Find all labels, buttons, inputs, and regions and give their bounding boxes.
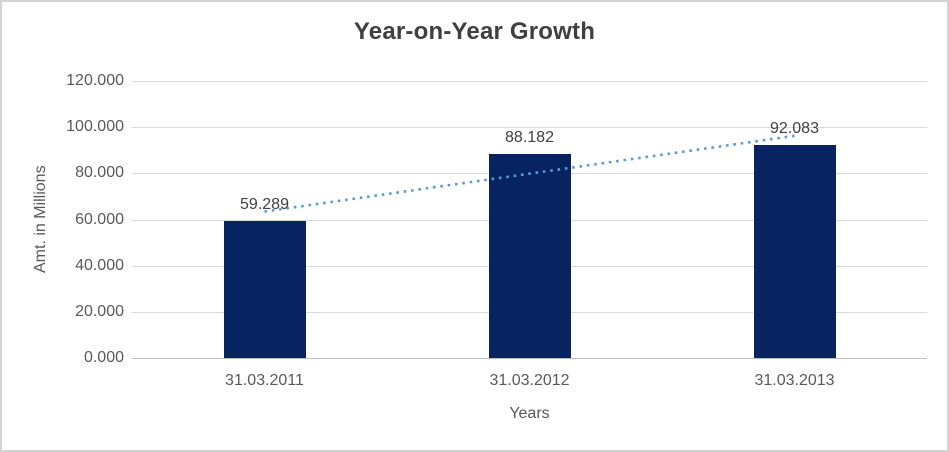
y-tick-label: 120.000: [66, 72, 124, 89]
y-tick-label: 80.000: [75, 164, 124, 182]
trendline[interactable]: [132, 81, 927, 358]
y-tick-label: 0.000: [83, 349, 124, 366]
trendline-line[interactable]: [264, 134, 795, 213]
data-label: 88.182: [505, 129, 554, 147]
chart-title: Year-on-Year Growth: [353, 18, 596, 45]
bar-31.03.2013[interactable]: [753, 145, 836, 358]
y-tick-label: 100.000: [66, 118, 124, 136]
gridline: [132, 81, 927, 82]
data-label: 92.083: [770, 120, 819, 138]
x-tick-label: 31.03.2013: [754, 372, 835, 389]
x-axis-line: [132, 358, 927, 359]
y-tick-label: 60.000: [75, 210, 124, 228]
gridline: [132, 127, 927, 129]
x-axis-title: Years: [509, 405, 550, 422]
bar-31.03.2012[interactable]: [488, 154, 571, 358]
x-tick-label: 31.03.2012: [489, 372, 570, 389]
plot-area: 59.289 88.182 92.083: [132, 81, 927, 359]
bar-31.03.2011[interactable]: [223, 221, 306, 358]
x-tick-label: 31.03.2011: [225, 372, 304, 389]
data-label: 59.289: [240, 196, 289, 214]
y-tick-label: 20.000: [75, 302, 124, 320]
y-tick-label: 40.000: [75, 256, 124, 274]
